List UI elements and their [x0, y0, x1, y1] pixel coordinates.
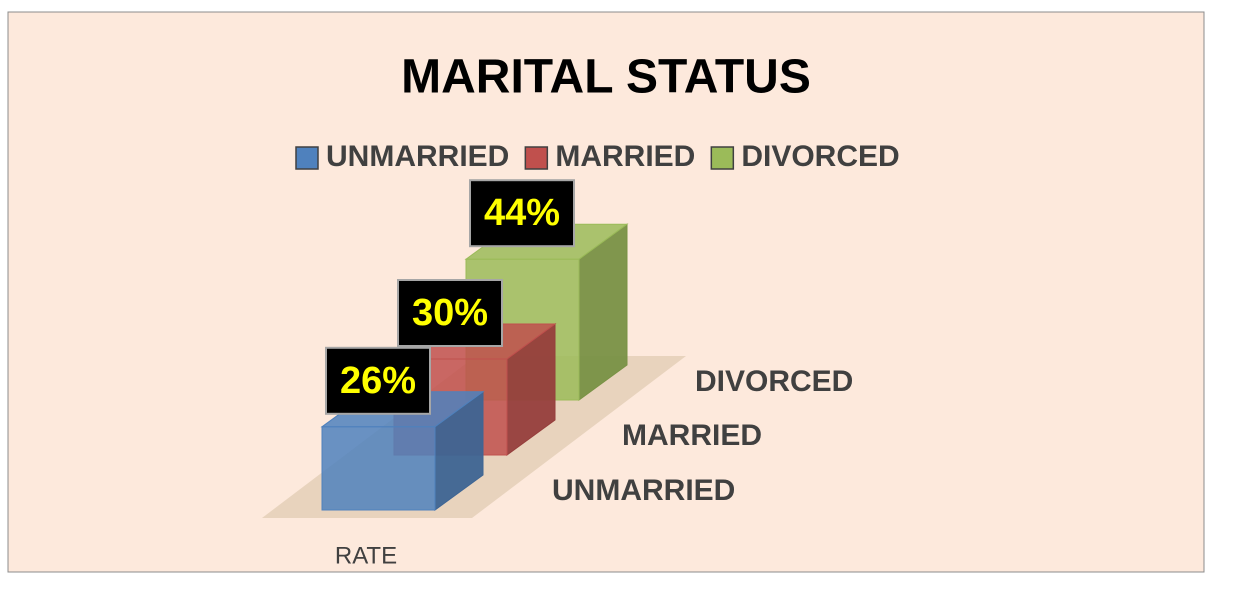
data-label-box [397, 279, 503, 347]
legend-swatch [524, 146, 549, 170]
depth-axis-label: UNMARRIED [552, 474, 735, 507]
data-label-box [469, 179, 575, 248]
legend-swatch [710, 146, 735, 170]
depth-axis-label: MARRIED [622, 419, 762, 452]
legend-label: UNMARRIED [326, 140, 509, 173]
chart-title: MARITAL STATUS [401, 51, 811, 104]
legend-label: MARRIED [555, 140, 695, 173]
data-label: 26% [340, 360, 416, 402]
legend-label: DIVORCED [741, 140, 899, 173]
data-label: 44% [484, 192, 560, 234]
depth-axis-label: DIVORCED [695, 365, 853, 398]
legend-swatch [295, 146, 319, 170]
data-label-box [325, 346, 431, 415]
x-tick-label: RATE [335, 542, 397, 569]
data-label: 30% [412, 292, 488, 334]
bar [321, 426, 436, 511]
